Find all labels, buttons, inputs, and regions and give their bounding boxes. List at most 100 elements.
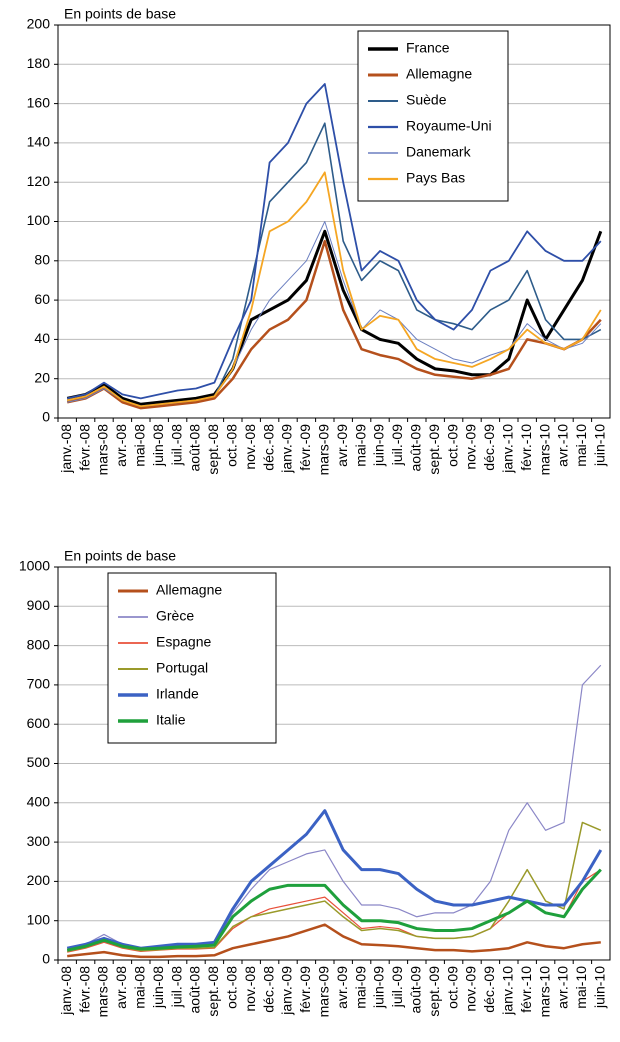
x-tick-label: févr.-08 xyxy=(76,966,92,1013)
x-tick-label: août-09 xyxy=(408,966,424,1014)
x-tick-label: sept.-08 xyxy=(205,424,221,475)
plot-border xyxy=(57,24,611,419)
x-tick-label: juil.-08 xyxy=(168,966,184,1008)
legend-box xyxy=(107,572,277,744)
series-line xyxy=(67,923,601,959)
x-tick-label: juil.-09 xyxy=(389,424,405,466)
y-tick-label: 0 xyxy=(42,409,50,425)
legend-label: Allemagne xyxy=(406,66,472,82)
x-tick-label: avr.-08 xyxy=(113,966,129,1009)
x-tick-label: juin-08 xyxy=(150,966,166,1009)
x-tick-label: févr.-09 xyxy=(297,424,313,471)
x-tick-label: déc.-09 xyxy=(481,966,497,1013)
plot-border xyxy=(57,566,611,961)
series-line xyxy=(66,809,603,950)
x-tick-label: févr.-09 xyxy=(297,966,313,1013)
x-tick-label: oct.-09 xyxy=(444,966,460,1009)
y-tick-label: 60 xyxy=(34,291,50,307)
x-tick-label: mai-08 xyxy=(132,424,148,467)
y-tick-label: 200 xyxy=(27,16,51,32)
y-tick-label: 600 xyxy=(27,715,51,731)
series-line xyxy=(67,821,602,953)
x-tick-label: juil.-09 xyxy=(389,966,405,1008)
x-tick-label: juin-10 xyxy=(592,424,608,467)
x-tick-label: avr.-10 xyxy=(555,424,571,467)
legend-label: Portugal xyxy=(156,660,208,676)
x-tick-label: mai-09 xyxy=(352,966,368,1009)
x-tick-label: avr.-08 xyxy=(113,424,129,467)
series-line xyxy=(66,229,603,406)
x-tick-label: sept.-09 xyxy=(426,966,442,1017)
y-tick-label: 100 xyxy=(27,212,51,228)
x-tick-label: févr.-08 xyxy=(76,424,92,471)
x-tick-label: juin-09 xyxy=(371,424,387,467)
x-tick-label: sept.-09 xyxy=(426,424,442,475)
series-line xyxy=(66,239,602,410)
x-tick-label: mai-10 xyxy=(573,424,589,467)
x-tick-label: nov.-08 xyxy=(242,966,258,1012)
x-tick-label: août-09 xyxy=(408,424,424,472)
x-tick-label: juin-08 xyxy=(150,424,166,467)
x-tick-label: mai-09 xyxy=(352,424,368,467)
x-tick-label: déc.-08 xyxy=(260,966,276,1013)
legend-label: Royaume-Uni xyxy=(406,118,492,134)
y-tick-label: 200 xyxy=(27,872,51,888)
legend-label: Suède xyxy=(406,92,447,108)
legend-label: Allemagne xyxy=(156,582,222,598)
x-tick-label: déc.-09 xyxy=(481,424,497,471)
y-tick-label: 180 xyxy=(27,55,51,71)
series-line xyxy=(67,171,602,408)
legend-label: Danemark xyxy=(406,144,472,160)
y-tick-label: 800 xyxy=(27,636,51,652)
x-tick-label: mai-10 xyxy=(573,966,589,1009)
series-line xyxy=(66,868,602,952)
y-axis-label: En points de base xyxy=(64,6,176,22)
x-tick-label: mars-08 xyxy=(95,424,111,476)
x-tick-label: juil.-08 xyxy=(168,424,184,466)
x-tick-label: déc.-08 xyxy=(260,424,276,471)
x-tick-label: avr.-09 xyxy=(334,424,350,467)
x-tick-label: mai-08 xyxy=(132,966,148,1009)
legend-label: France xyxy=(406,40,450,56)
x-tick-label: juin-10 xyxy=(592,966,608,1009)
y-tick-label: 500 xyxy=(27,754,51,770)
legend-label: Espagne xyxy=(156,634,211,650)
y-tick-label: 400 xyxy=(27,794,51,810)
y-tick-label: 20 xyxy=(34,369,50,385)
x-tick-label: oct.-08 xyxy=(224,966,240,1009)
x-tick-label: mars-09 xyxy=(316,424,332,476)
y-tick-label: 40 xyxy=(34,330,50,346)
x-tick-label: août-08 xyxy=(187,966,203,1014)
x-tick-label: janv.-09 xyxy=(279,424,295,474)
y-tick-label: 100 xyxy=(27,911,51,927)
legend-label: Italie xyxy=(156,712,186,728)
y-tick-label: 0 xyxy=(42,951,50,967)
y-tick-label: 300 xyxy=(27,833,51,849)
x-tick-label: oct.-09 xyxy=(444,424,460,467)
y-axis-label: En points de base xyxy=(64,548,176,564)
x-tick-label: oct.-08 xyxy=(224,424,240,467)
x-tick-label: mars-10 xyxy=(536,424,552,476)
x-tick-label: nov.-09 xyxy=(463,424,479,470)
x-tick-label: janv.-08 xyxy=(58,424,74,474)
x-tick-label: janv.-10 xyxy=(500,424,516,474)
x-tick-label: févr.-10 xyxy=(518,424,534,471)
x-tick-label: janv.-09 xyxy=(279,966,295,1016)
x-tick-label: avr.-10 xyxy=(555,966,571,1009)
x-tick-label: janv.-10 xyxy=(500,966,516,1016)
x-tick-label: avr.-09 xyxy=(334,966,350,1009)
series-line xyxy=(67,83,602,400)
legend-label: Grèce xyxy=(156,608,194,624)
x-tick-label: mars-08 xyxy=(95,966,111,1018)
x-tick-label: juin-09 xyxy=(371,966,387,1009)
x-tick-label: mars-09 xyxy=(316,966,332,1018)
x-tick-label: sept.-08 xyxy=(205,966,221,1017)
legend-label: Pays Bas xyxy=(406,170,465,186)
legend-box xyxy=(357,30,509,202)
legend-label: Irlande xyxy=(156,686,199,702)
y-tick-label: 1000 xyxy=(19,558,50,574)
y-tick-label: 140 xyxy=(27,134,51,150)
y-tick-label: 120 xyxy=(27,173,51,189)
y-tick-label: 700 xyxy=(27,676,51,692)
